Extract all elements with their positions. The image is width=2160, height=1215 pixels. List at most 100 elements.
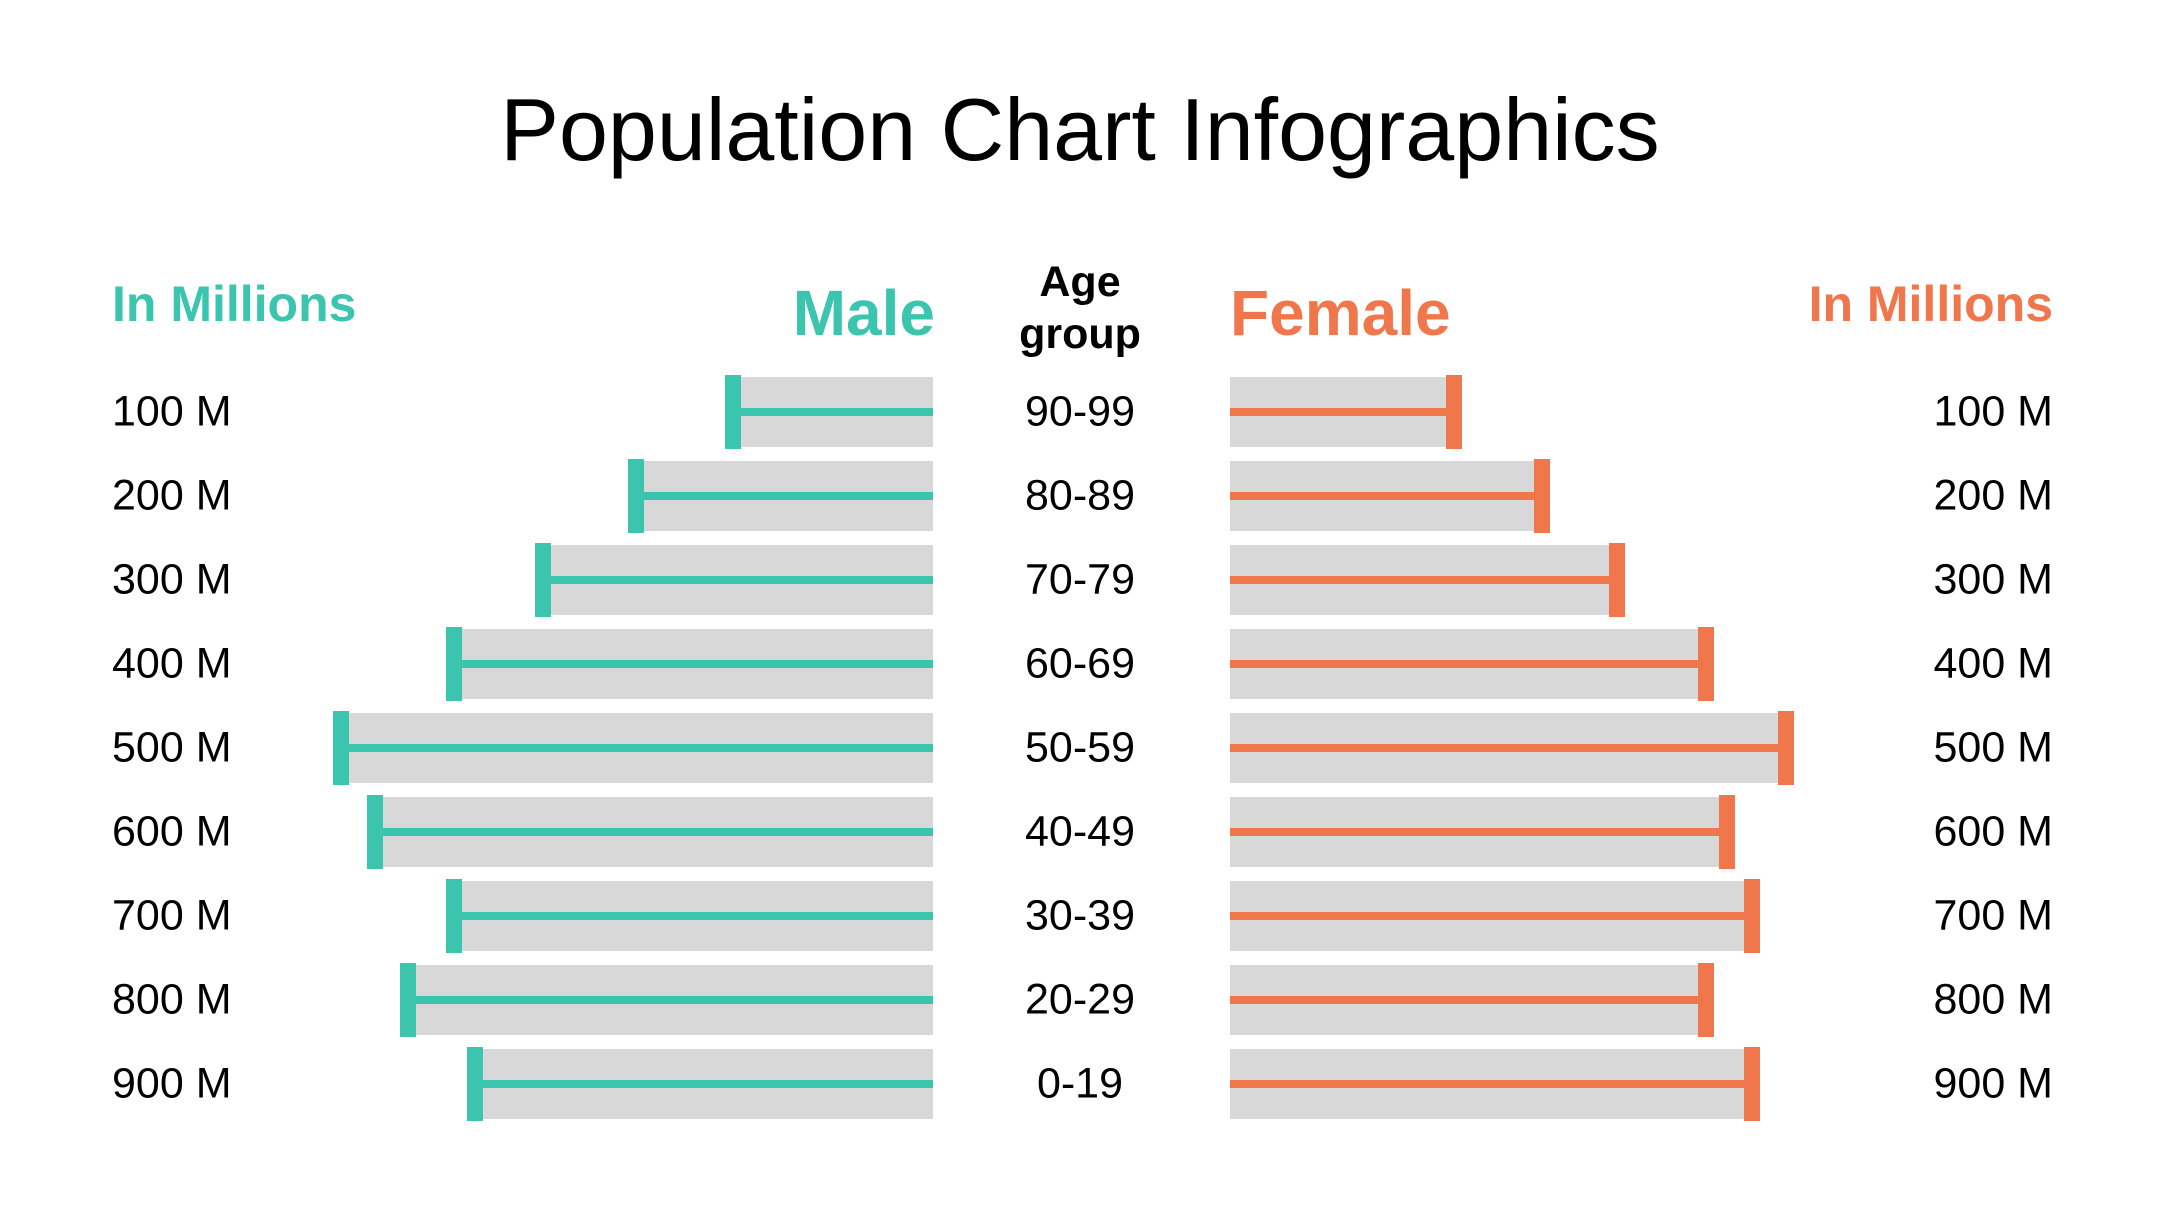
male-value-label: 900 M bbox=[112, 1059, 232, 1108]
chart-title: Population Chart Infographics bbox=[500, 80, 1660, 179]
female-bar-line bbox=[1230, 408, 1446, 416]
age-group-header: Age group bbox=[930, 256, 1230, 360]
age-group-label: 90-99 bbox=[1025, 387, 1135, 436]
female-bar bbox=[1230, 543, 1625, 617]
male-value-label: 400 M bbox=[112, 639, 232, 688]
female-bar-line bbox=[1230, 576, 1609, 584]
female-bar-line bbox=[1230, 744, 1778, 752]
pyramid-row-40-49: 600 M 40-49 600 M bbox=[0, 795, 2160, 869]
pyramid-row-90-99: 100 M 90-99 100 M bbox=[0, 375, 2160, 449]
male-bar-line bbox=[644, 492, 933, 500]
female-bar-line bbox=[1230, 912, 1744, 920]
male-bar-track bbox=[644, 461, 933, 531]
male-bar-cap bbox=[400, 963, 416, 1037]
male-units-axis-title: In Millions bbox=[112, 276, 357, 332]
female-bar bbox=[1230, 879, 1760, 953]
male-bar-line bbox=[551, 576, 933, 584]
female-bar bbox=[1230, 627, 1714, 701]
female-bar-track bbox=[1230, 377, 1446, 447]
male-value-label: 700 M bbox=[112, 891, 232, 940]
female-bar-track bbox=[1230, 965, 1698, 1035]
male-value-label: 600 M bbox=[112, 807, 232, 856]
female-bar-cap bbox=[1744, 1047, 1760, 1121]
pyramid-row-0-19: 900 M 0-19 900 M bbox=[0, 1047, 2160, 1121]
female-value-label: 600 M bbox=[1933, 807, 2053, 856]
male-bar-line bbox=[383, 828, 933, 836]
male-bar-cap bbox=[333, 711, 349, 785]
female-bar-cap bbox=[1698, 963, 1714, 1037]
female-bar-track bbox=[1230, 629, 1698, 699]
female-value-label: 700 M bbox=[1933, 891, 2053, 940]
male-bar-track bbox=[483, 1049, 933, 1119]
female-bar-cap bbox=[1744, 879, 1760, 953]
female-bar-cap bbox=[1534, 459, 1550, 533]
female-bar-track bbox=[1230, 713, 1778, 783]
male-bar bbox=[446, 879, 933, 953]
female-bar-line bbox=[1230, 828, 1719, 836]
female-bar-cap bbox=[1778, 711, 1794, 785]
female-bar-track bbox=[1230, 881, 1744, 951]
age-group-label: 40-49 bbox=[1025, 807, 1135, 856]
female-bar bbox=[1230, 1047, 1760, 1121]
male-bar-line bbox=[462, 912, 933, 920]
male-series-header: Male bbox=[792, 277, 935, 349]
male-bar-track bbox=[551, 545, 933, 615]
male-value-label: 100 M bbox=[112, 387, 232, 436]
male-bar-cap bbox=[446, 627, 462, 701]
pyramid-row-20-29: 800 M 20-29 800 M bbox=[0, 963, 2160, 1037]
pyramid-row-50-59: 500 M 50-59 500 M bbox=[0, 711, 2160, 785]
male-bar-cap bbox=[628, 459, 644, 533]
male-value-label: 200 M bbox=[112, 471, 232, 520]
female-value-label: 100 M bbox=[1933, 387, 2053, 436]
female-bar bbox=[1230, 711, 1794, 785]
female-value-label: 400 M bbox=[1933, 639, 2053, 688]
male-bar-line bbox=[416, 996, 933, 1004]
female-bar-track bbox=[1230, 461, 1534, 531]
female-bar bbox=[1230, 963, 1714, 1037]
female-bar-cap bbox=[1719, 795, 1735, 869]
male-bar-cap bbox=[446, 879, 462, 953]
age-group-label: 80-89 bbox=[1025, 471, 1135, 520]
male-bar-line bbox=[741, 408, 933, 416]
male-bar-cap bbox=[725, 375, 741, 449]
female-bar-cap bbox=[1698, 627, 1714, 701]
male-bar-track bbox=[462, 629, 933, 699]
male-bar-line bbox=[462, 660, 933, 668]
male-value-label: 500 M bbox=[112, 723, 232, 772]
female-bar-line bbox=[1230, 660, 1698, 668]
female-bar-line bbox=[1230, 996, 1698, 1004]
female-value-label: 500 M bbox=[1933, 723, 2053, 772]
age-group-label: 20-29 bbox=[1025, 975, 1135, 1024]
male-bar bbox=[628, 459, 933, 533]
male-bar-track bbox=[462, 881, 933, 951]
male-bar bbox=[367, 795, 933, 869]
female-bar-line bbox=[1230, 1080, 1744, 1088]
pyramid-row-60-69: 400 M 60-69 400 M bbox=[0, 627, 2160, 701]
female-units-axis-title: In Millions bbox=[1808, 276, 2053, 332]
female-bar-track bbox=[1230, 1049, 1744, 1119]
female-bar bbox=[1230, 375, 1462, 449]
male-bar bbox=[446, 627, 933, 701]
male-bar-cap bbox=[467, 1047, 483, 1121]
male-value-label: 300 M bbox=[112, 555, 232, 604]
male-bar-cap bbox=[535, 543, 551, 617]
female-bar-line bbox=[1230, 492, 1534, 500]
age-group-label: 60-69 bbox=[1025, 639, 1135, 688]
pyramid-row-70-79: 300 M 70-79 300 M bbox=[0, 543, 2160, 617]
pyramid-row-80-89: 200 M 80-89 200 M bbox=[0, 459, 2160, 533]
female-series-header: Female bbox=[1230, 277, 1451, 349]
age-group-label: 50-59 bbox=[1025, 723, 1135, 772]
pyramid-row-30-39: 700 M 30-39 700 M bbox=[0, 879, 2160, 953]
age-group-header-line2: group bbox=[1019, 310, 1141, 358]
male-bar bbox=[725, 375, 933, 449]
age-group-label: 30-39 bbox=[1025, 891, 1135, 940]
male-bar-track bbox=[383, 797, 933, 867]
male-bar-line bbox=[349, 744, 933, 752]
female-value-label: 300 M bbox=[1933, 555, 2053, 604]
female-value-label: 900 M bbox=[1933, 1059, 2053, 1108]
male-bar bbox=[400, 963, 933, 1037]
female-value-label: 200 M bbox=[1933, 471, 2053, 520]
male-bar-track bbox=[416, 965, 933, 1035]
male-bar-line bbox=[483, 1080, 933, 1088]
